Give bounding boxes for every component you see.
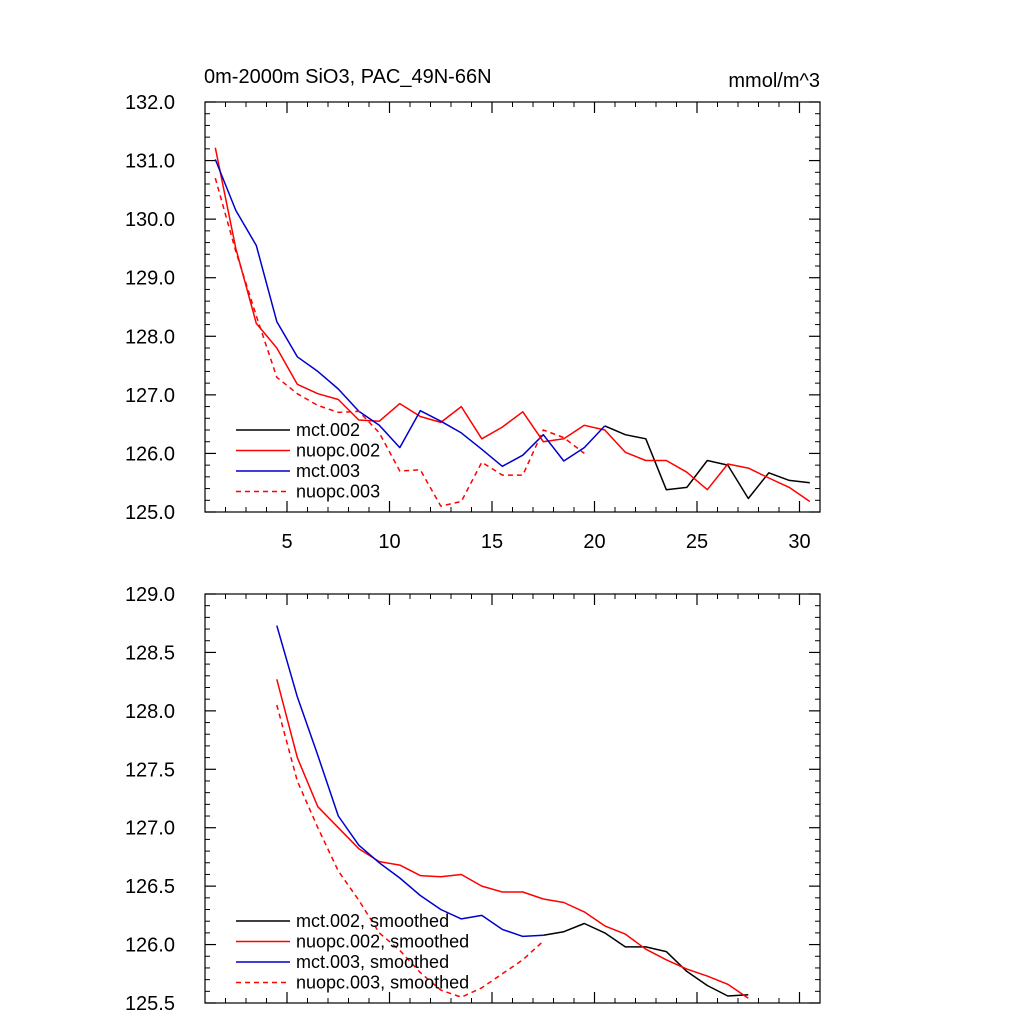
series-line-0: [543, 922, 749, 997]
y-tick-label: 126.5: [125, 876, 175, 898]
top-panel: 5 10 15 20 25 30 125.0 126.0 127.0 128.0 129.0 130.…: [125, 92, 821, 553]
y-tick-label: 125.5: [125, 993, 175, 1015]
series-line-2: [214, 159, 606, 468]
series-line-1: [214, 147, 811, 503]
y-tick-label: 127.5: [125, 759, 175, 781]
series-line-0: [604, 425, 810, 500]
series-line-2: [276, 625, 544, 938]
legend-label-3: nuopc.003, smoothed: [296, 973, 469, 993]
legend-label-2: mct.003: [296, 461, 360, 481]
x-tick-label: 30: [788, 531, 810, 553]
x-tick-label: 10: [378, 531, 400, 553]
y-tick-label: 132.0: [125, 92, 175, 114]
y-tick-label: 125.0: [125, 502, 175, 524]
legend-label-1: nuopc.002, smoothed: [296, 932, 469, 952]
x-tick-label: 5: [281, 531, 292, 553]
y-tick-label: 128.5: [125, 642, 175, 664]
legend-label-0: mct.002: [296, 420, 360, 440]
x-tick-label: 15: [481, 531, 503, 553]
legend-label-2: mct.003, smoothed: [296, 952, 449, 972]
y-tick-label: 126.0: [125, 935, 175, 957]
y-tick-label: 126.0: [125, 443, 175, 465]
y-tick-label: 130.0: [125, 209, 175, 231]
top-panel-units: mmol/m^3: [728, 70, 820, 92]
legend-label-0: mct.002, smoothed: [296, 911, 449, 931]
y-tick-label: 127.0: [125, 818, 175, 840]
series-line-1: [276, 679, 749, 999]
y-tick-label: 128.0: [125, 326, 175, 348]
series-line-3: [214, 177, 585, 507]
series-line-3: [276, 704, 544, 998]
y-tick-label: 127.0: [125, 385, 175, 407]
legend-label-3: nuopc.003: [296, 482, 380, 502]
legend-label-1: nuopc.002: [296, 441, 380, 461]
y-tick-label: 129.0: [125, 268, 175, 290]
y-tick-label: 129.0: [125, 584, 175, 606]
x-tick-label: 25: [686, 531, 708, 553]
y-tick-label: 131.0: [125, 151, 175, 173]
top-panel-title: 0m-2000m SiO3, PAC_49N-66N: [204, 66, 492, 88]
y-tick-label: 128.0: [125, 701, 175, 723]
x-tick-label: 20: [583, 531, 605, 553]
bottom-panel: 125.5 126.0 126.5 127.0 127.5 128.0 128.5 129.0…: [125, 584, 821, 1015]
